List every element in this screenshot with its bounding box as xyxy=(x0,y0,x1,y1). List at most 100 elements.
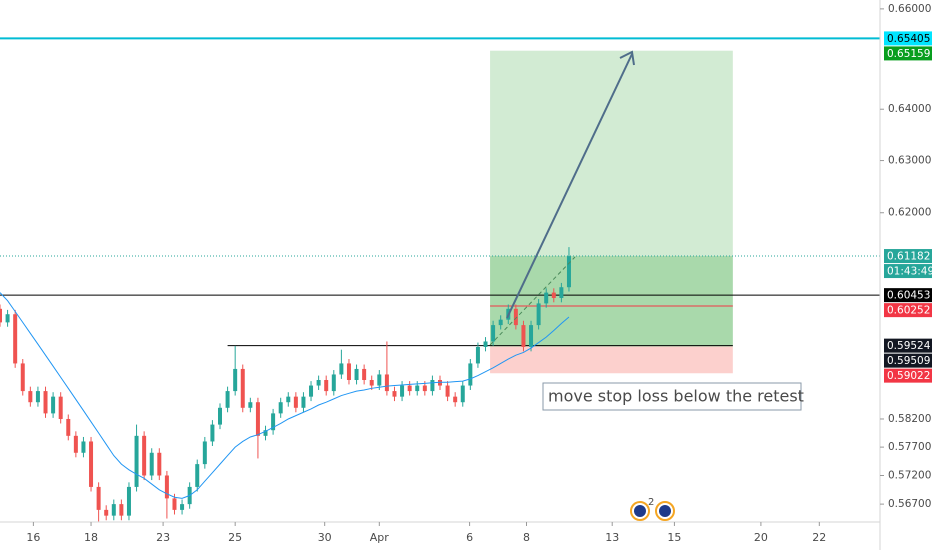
price-label-bg xyxy=(884,368,932,383)
candle-body xyxy=(210,424,215,442)
candle-body xyxy=(293,396,298,408)
price-label-bg xyxy=(884,288,932,303)
candle-body xyxy=(468,363,473,386)
x-tick-label: 20 xyxy=(754,531,768,544)
price-label: 0.65159 xyxy=(887,48,930,60)
candle-body xyxy=(278,402,283,414)
candle-body xyxy=(180,504,185,510)
event-flag xyxy=(634,505,646,517)
x-tick-label: 15 xyxy=(667,531,681,544)
price-label: 0.59524 xyxy=(887,340,931,352)
event-flag xyxy=(659,505,671,517)
candle-body xyxy=(225,391,230,408)
x-tick-label: 6 xyxy=(466,531,473,544)
price-label: 0.59022 xyxy=(887,370,930,382)
candle-body xyxy=(51,396,56,414)
candle-body xyxy=(324,379,329,392)
candle-body xyxy=(415,385,420,392)
price-label-bg xyxy=(884,31,932,46)
candle-body xyxy=(0,308,2,323)
candle-body xyxy=(202,441,207,465)
y-tick-label: 0.57700 xyxy=(888,441,931,453)
x-tick-label: 8 xyxy=(523,531,530,544)
candle-body xyxy=(164,475,169,499)
candle-body xyxy=(218,407,222,425)
annotation: move stop loss below the retest xyxy=(548,387,804,406)
x-tick-label: 16 xyxy=(26,531,40,544)
candle-body xyxy=(172,498,177,510)
candle-body xyxy=(111,504,116,516)
price-label-bg xyxy=(884,338,932,353)
axes: 0.66000 0.64000 0.63000 0.62000 0.58200 0.577… xyxy=(26,3,932,544)
candle-body xyxy=(460,385,465,403)
candle-body xyxy=(96,486,101,510)
x-tick-label: 13 xyxy=(605,531,619,544)
candle-body xyxy=(559,287,564,298)
event-count: 2 xyxy=(648,497,654,508)
countdown-bg xyxy=(884,264,932,279)
candle-body xyxy=(126,486,131,516)
candle-body xyxy=(407,385,412,392)
y-tick-label: 0.64000 xyxy=(888,103,931,115)
projection-arrow xyxy=(506,53,633,319)
candle-body xyxy=(544,292,549,304)
candle-body xyxy=(445,385,450,397)
price-label-bg xyxy=(884,303,932,318)
candle-body xyxy=(255,402,260,436)
arrow-head xyxy=(619,50,635,66)
candle-body xyxy=(422,385,427,392)
candle-body xyxy=(43,391,48,414)
candle-body xyxy=(89,441,94,487)
filled-zone xyxy=(490,256,733,347)
candle-body xyxy=(66,418,71,436)
stop-zone xyxy=(490,346,733,374)
candle-body xyxy=(142,435,147,476)
countdown: 01:43:49 xyxy=(887,266,932,278)
y-tick-label: 0.63000 xyxy=(888,155,931,167)
candle-body xyxy=(271,413,276,431)
candle-body xyxy=(104,509,109,516)
dashed-trend xyxy=(489,256,576,346)
moving-average xyxy=(0,292,570,499)
candle-body xyxy=(483,341,488,347)
candle-body xyxy=(438,379,442,386)
x-tick-label: Apr xyxy=(370,531,390,544)
candle-body xyxy=(536,303,541,326)
candle-body xyxy=(566,256,571,288)
candle-body xyxy=(240,368,245,408)
candle-body xyxy=(354,368,359,380)
candle-body xyxy=(35,391,40,403)
candle-body xyxy=(529,325,534,347)
x-tick-label: 23 xyxy=(156,531,170,544)
y-tick-label: 0.57200 xyxy=(888,469,931,481)
candle-body xyxy=(369,379,374,386)
price-label: 0.59509 xyxy=(887,355,930,367)
candle-body xyxy=(551,292,556,298)
y-tick-label: 0.62000 xyxy=(888,207,931,219)
candle-body xyxy=(81,441,86,453)
price-label-bg xyxy=(884,353,932,368)
candle-body xyxy=(400,385,405,397)
candle-body xyxy=(392,391,397,397)
candles xyxy=(0,247,571,522)
price-label: 0.65405 xyxy=(887,33,930,45)
x-tick-label: 30 xyxy=(318,531,332,544)
candle-body xyxy=(233,368,238,392)
candle-body xyxy=(248,402,253,408)
candle-body xyxy=(73,435,78,453)
candle-body xyxy=(362,368,367,380)
candle-body xyxy=(58,396,63,419)
y-tick-label: 0.56700 xyxy=(888,498,931,510)
y-tick-label: 0.58200 xyxy=(888,413,931,425)
candle-body xyxy=(346,363,351,380)
y-tick-label: 0.66000 xyxy=(888,3,931,15)
candle-body xyxy=(5,314,10,323)
candle-body xyxy=(149,452,154,476)
candle-body xyxy=(286,396,291,403)
candle-body xyxy=(13,314,18,364)
price-label: 0.61182 xyxy=(887,251,930,263)
target-zone xyxy=(490,50,733,347)
candle-body xyxy=(119,504,124,516)
